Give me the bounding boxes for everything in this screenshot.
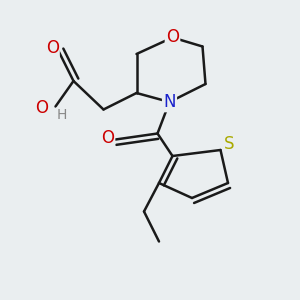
Text: N: N <box>163 93 176 111</box>
Text: H: H <box>57 108 68 122</box>
Text: O: O <box>101 129 115 147</box>
Text: S: S <box>224 135 235 153</box>
Text: O: O <box>46 39 59 57</box>
Text: O: O <box>35 99 48 117</box>
Text: O: O <box>166 28 179 46</box>
